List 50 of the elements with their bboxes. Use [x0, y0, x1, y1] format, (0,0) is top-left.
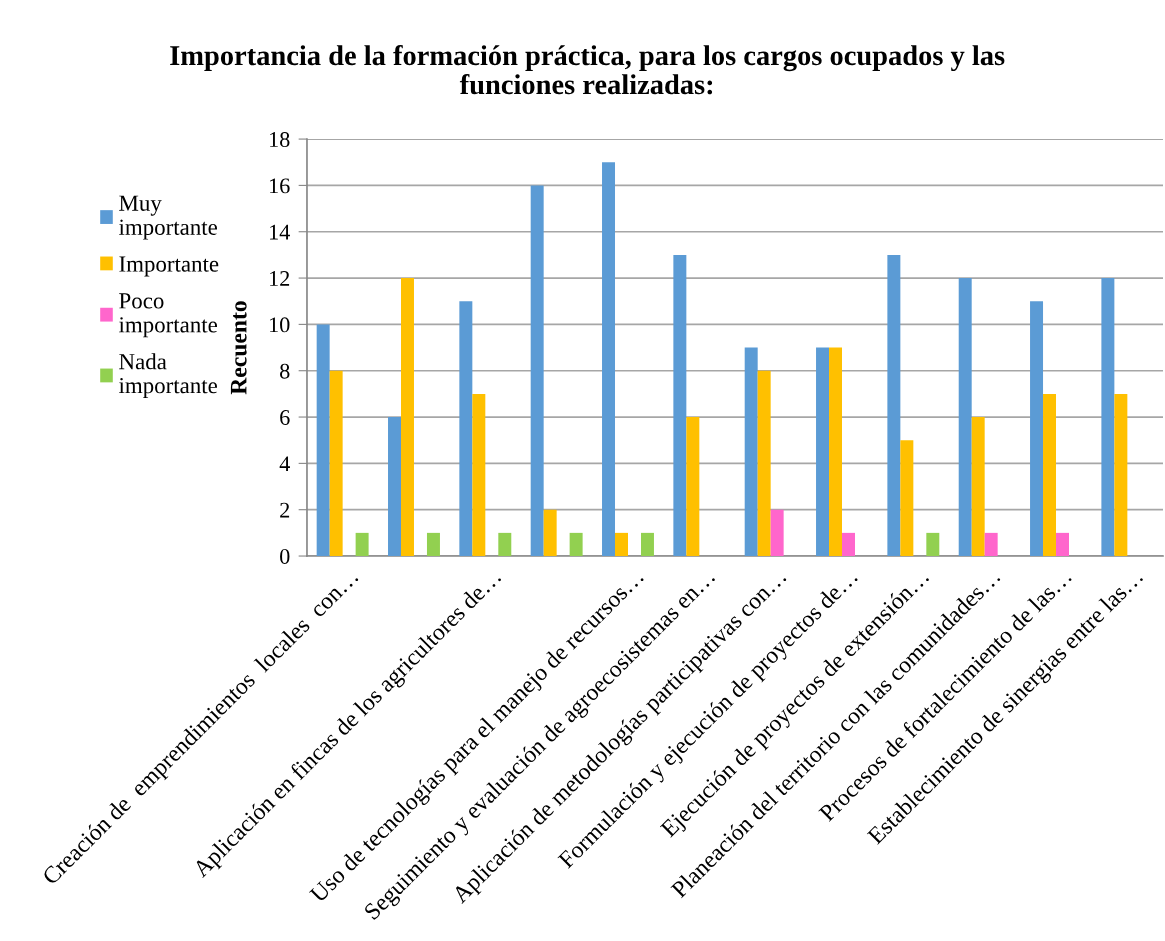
bar	[887, 254, 901, 557]
y-tick-label: 16	[270, 178, 290, 194]
legend-label: Poco importante	[119, 293, 218, 338]
legend-label: Muy importante	[119, 195, 218, 240]
y-tick-label: 18	[270, 132, 290, 148]
bar	[770, 509, 784, 557]
bar	[329, 370, 343, 557]
legend-label: Nada importante	[119, 353, 218, 398]
y-tick-label: 2	[280, 502, 290, 518]
chart-title: Importancia de la formación práctica, para los cargos ocupados y las funciones realizadas:	[170, 44, 1005, 95]
y-tick-label: 14	[270, 224, 290, 240]
y-tick-label: 6	[280, 410, 290, 425]
bar	[958, 278, 972, 557]
bar	[459, 301, 473, 557]
bar	[355, 532, 369, 557]
legend-label: Importante	[119, 256, 219, 277]
y-tick-label: 10	[270, 317, 290, 333]
bar	[388, 417, 401, 557]
bar	[816, 347, 830, 557]
y-tick-label: 8	[280, 363, 290, 379]
bar	[1101, 278, 1115, 557]
bar	[401, 278, 414, 557]
bar	[615, 532, 628, 557]
bar	[472, 393, 486, 557]
bar	[543, 509, 557, 557]
bar	[426, 532, 440, 557]
bar	[602, 162, 616, 557]
bar	[842, 532, 855, 557]
bar	[1043, 393, 1057, 557]
bar	[673, 254, 687, 557]
bar	[757, 370, 771, 557]
bar	[971, 417, 985, 557]
bar	[900, 440, 914, 557]
y-axis-title: Recuento	[230, 301, 247, 395]
bar	[829, 347, 842, 557]
bar	[926, 532, 940, 557]
bar	[498, 532, 512, 557]
bar	[744, 347, 758, 557]
bar	[640, 532, 654, 557]
bar	[984, 532, 998, 557]
y-tick-label: 0	[280, 548, 290, 564]
bar	[686, 417, 700, 557]
y-tick-label: 12	[270, 271, 290, 286]
bar	[530, 185, 544, 557]
y-tick-label: 4	[279, 456, 290, 472]
bar	[1114, 393, 1128, 557]
bar	[569, 532, 583, 557]
bar	[316, 324, 330, 557]
bar	[1056, 532, 1069, 557]
bar	[1030, 301, 1044, 557]
